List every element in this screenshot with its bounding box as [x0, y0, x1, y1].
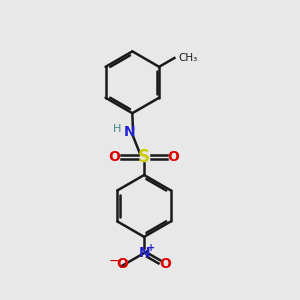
Text: H: H: [113, 124, 121, 134]
Text: O: O: [109, 150, 121, 164]
Text: O: O: [168, 150, 179, 164]
Text: S: S: [138, 148, 150, 166]
Text: CH₃: CH₃: [179, 53, 198, 63]
Text: N: N: [138, 246, 150, 260]
Text: O: O: [117, 257, 129, 271]
Text: O: O: [160, 257, 172, 271]
Text: −: −: [109, 254, 121, 268]
Text: N: N: [124, 125, 135, 139]
Text: +: +: [146, 243, 155, 253]
